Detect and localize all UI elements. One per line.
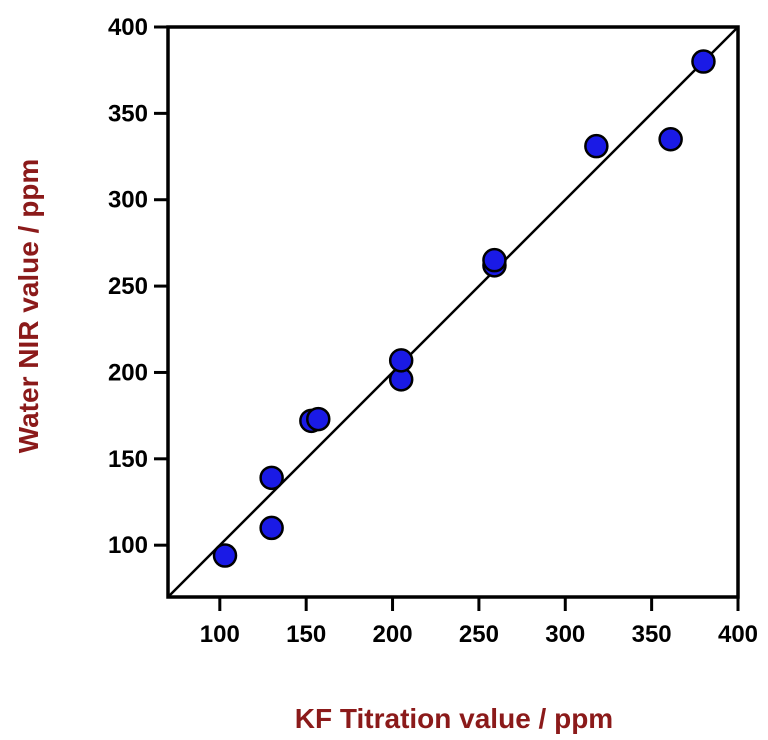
x-axis-title: KF Titration value / ppm [295, 703, 613, 734]
x-tick-label: 300 [545, 621, 585, 648]
y-axis-ticks: 100 150 200 250 300 350 400 [108, 14, 168, 559]
data-point [658, 127, 683, 152]
data-point [212, 543, 238, 568]
plot-frame-group [166, 25, 740, 599]
data-point [584, 133, 609, 159]
x-tick-label: 250 [459, 621, 499, 648]
y-tick-label: 100 [108, 532, 148, 559]
data-point [482, 247, 507, 273]
data-point [388, 348, 414, 373]
data-point [691, 49, 716, 74]
reference-line-group [167, 26, 739, 598]
x-tick-label: 100 [200, 621, 240, 648]
y-tick-label: 250 [108, 273, 148, 300]
data-point [306, 406, 331, 432]
y-tick-label: 300 [108, 187, 148, 214]
x-tick-label: 400 [718, 621, 758, 648]
x-tick-label: 200 [373, 621, 413, 648]
y-tick-label: 400 [108, 14, 148, 41]
x-axis-ticks: 100 150 200 250 300 350 400 [200, 597, 758, 648]
data-point [259, 515, 284, 541]
y-tick-label: 350 [108, 100, 148, 127]
plot-frame [166, 25, 740, 599]
data-point [259, 465, 284, 491]
x-tick-label: 350 [632, 621, 672, 648]
x-tick-label: 150 [286, 621, 326, 648]
y-axis-title: Water NIR value / ppm [13, 159, 44, 454]
y-tick-label: 200 [108, 359, 148, 386]
data-points [212, 49, 716, 568]
y-tick-label: 150 [108, 446, 148, 473]
reference-line [167, 26, 739, 598]
